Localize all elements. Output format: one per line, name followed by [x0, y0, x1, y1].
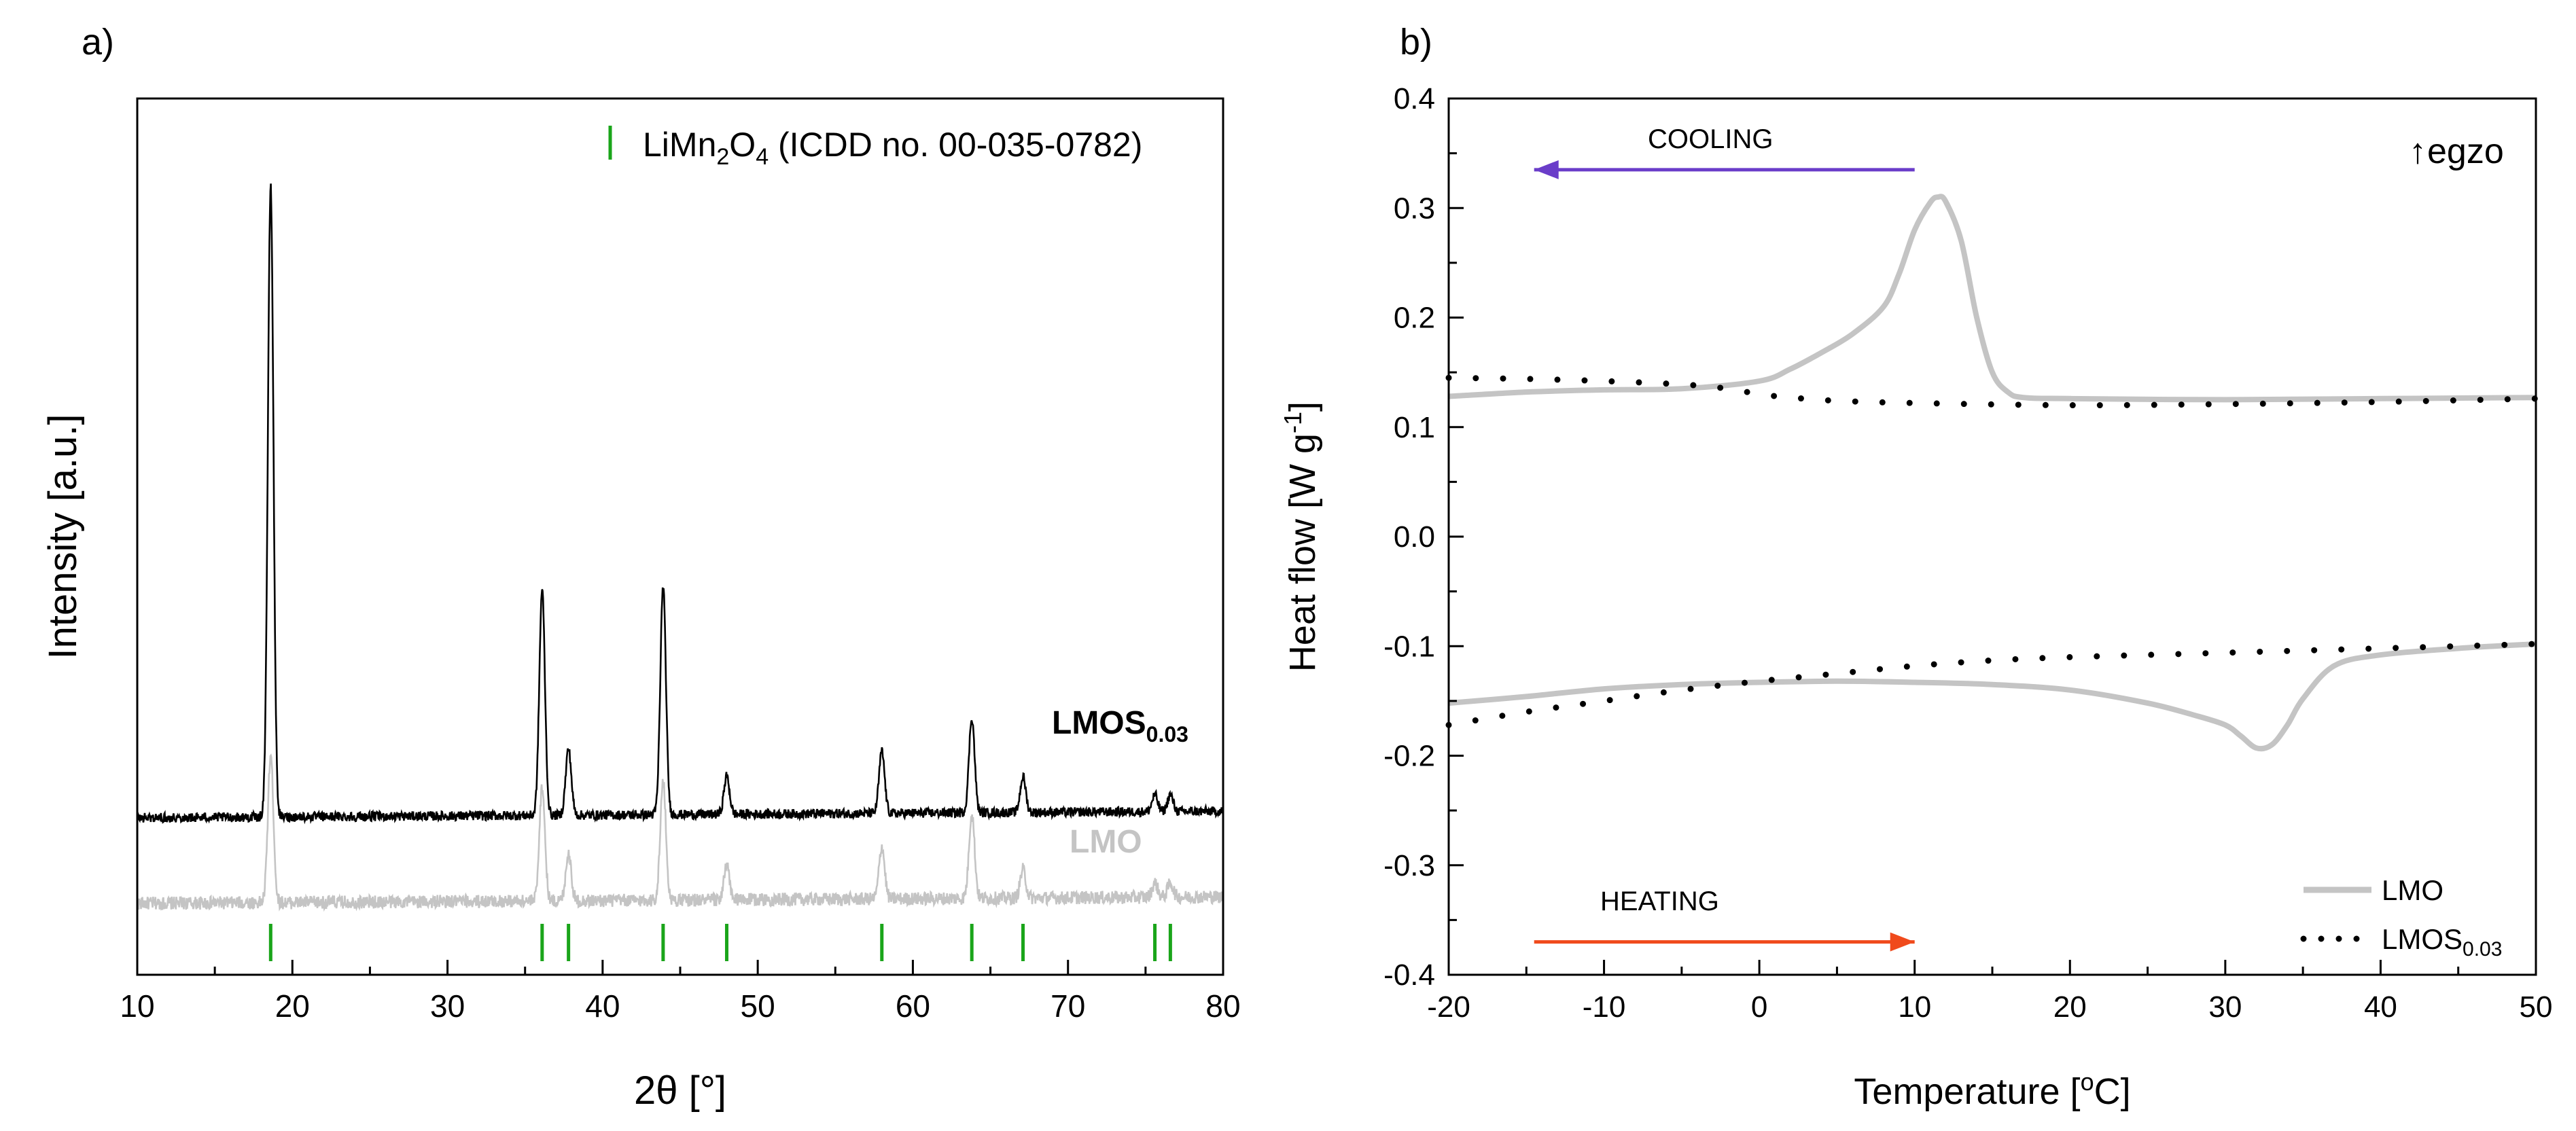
panel-a-plot-frame: [136, 97, 1224, 976]
panel-b-plot-frame: [1447, 97, 2537, 976]
panel-b-annotations: COOLING HEATING ↑ egzo: [1534, 124, 2504, 952]
panel-b-y-tick-label: 0.3: [1394, 192, 1435, 225]
egzo-label: egzo: [2427, 132, 2504, 171]
panel-b-y-axis: -0.4 -0.3 -0.2 -0.1 0.0 0.1 0.2 0.3 0.4: [1383, 82, 1464, 992]
panel-b: b) -20 -10 0 10 20 30 40 50 -0.4 -0.3 -0.2 -0.1 0.0…: [1279, 22, 2552, 1112]
dsc-curve-lmo-heating: [1448, 641, 2537, 752]
panel-b-y-tick-label: -0.1: [1383, 630, 1435, 663]
reference-lines: [268, 924, 1172, 961]
panel-a-x-axis-label: 2θ [°]: [634, 1069, 726, 1113]
panel-b-label: b): [1400, 22, 1432, 62]
panel-b-x-tick-label: 30: [2208, 990, 2242, 1024]
legend-label-lmos: LMOS0.03: [2382, 923, 2502, 961]
cooling-arrow-head: [1534, 160, 1559, 179]
heating-arrow-head: [1890, 932, 1915, 952]
panel-a-x-tick-label: 20: [275, 988, 310, 1024]
dsc-curves: [1445, 194, 2539, 752]
panel-b-y-tick-label: 0.4: [1394, 82, 1435, 115]
panel-b-x-tick-label: 20: [2053, 990, 2087, 1024]
series-label-lmos: LMOS0.03: [1052, 705, 1188, 747]
dsc-curve-lmos0-03-cooling: [1445, 374, 2539, 409]
panel-b-y-axis-label: Heat flow [W g-1]: [1279, 401, 1323, 672]
panel-a-x-tick-label: 10: [120, 988, 154, 1024]
panel-b-x-tick-label: -10: [1583, 990, 1626, 1024]
panel-b-x-tick-label: 50: [2520, 990, 2553, 1024]
panel-b-y-tick-label: -0.3: [1383, 849, 1435, 882]
panel-b-x-tick-label: 10: [1898, 990, 1931, 1024]
xrd-traces: [136, 183, 1224, 912]
panel-b-y-tick-label: 0.1: [1394, 411, 1435, 444]
heating-label: HEATING: [1600, 886, 1719, 916]
panel-b-x-tick-label: -20: [1427, 990, 1470, 1024]
panel-b-x-axis: -20 -10 0 10 20 30 40 50: [1427, 960, 2552, 1024]
panel-b-y-tick-label: 0.2: [1394, 302, 1435, 335]
panel-b-y-tick-label: -0.4: [1383, 958, 1435, 992]
dsc-curve-lmo-cooling: [1448, 194, 2537, 403]
panel-a: a) 10 20 30 40 50 60 70 80 2θ [°] Intensity [a.…: [41, 22, 1241, 1113]
panel-a-y-axis-label: Intensity [a.u.]: [41, 414, 85, 659]
panel-a-x-tick-label: 60: [896, 988, 930, 1024]
panel-b-x-tick-label: 0: [1751, 990, 1767, 1024]
legend-reference-label: LiMn2O4 (ICDD no. 00-035-0782): [643, 126, 1142, 170]
xrd-trace-lmos: [137, 183, 1224, 825]
cooling-label: COOLING: [1648, 124, 1773, 154]
panel-a-x-tick-label: 50: [741, 988, 775, 1024]
panel-a-x-axis: 10 20 30 40 50 60 70 80: [120, 960, 1241, 1024]
panel-a-x-tick-label: 40: [585, 988, 620, 1024]
panel-a-label: a): [82, 22, 114, 62]
series-label-lmo: LMO: [1070, 824, 1142, 860]
panel-b-x-axis-label: Temperature [oC]: [1854, 1068, 2130, 1112]
egzo-arrow-icon: ↑: [2409, 132, 2427, 171]
panel-a-x-tick-label: 70: [1051, 988, 1085, 1024]
panel-b-y-tick-label: 0.0: [1394, 520, 1435, 554]
panel-a-x-tick-label: 80: [1205, 988, 1240, 1024]
panel-b-x-tick-label: 40: [2364, 990, 2397, 1024]
xrd-trace-lmo: [136, 753, 1224, 912]
panel-b-y-tick-label: -0.2: [1383, 740, 1435, 773]
legend-label-lmo: LMO: [2382, 874, 2443, 906]
panel-b-legend: LMO LMOS0.03: [2300, 874, 2502, 961]
panel-a-x-tick-label: 30: [430, 988, 465, 1024]
